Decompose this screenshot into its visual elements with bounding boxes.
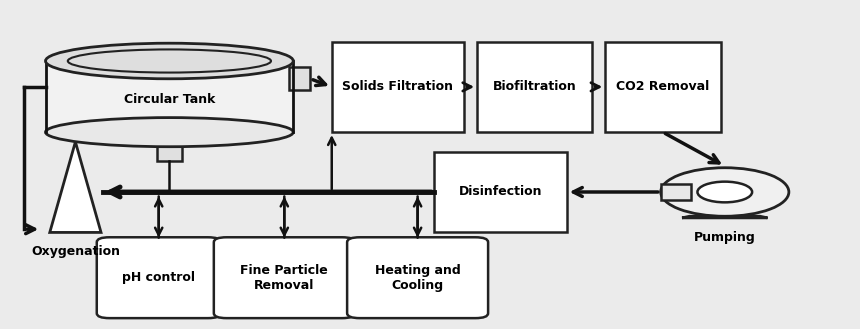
Text: CO2 Removal: CO2 Removal — [617, 80, 710, 93]
Text: Disinfection: Disinfection — [458, 186, 543, 198]
Text: pH control: pH control — [122, 271, 195, 284]
Ellipse shape — [46, 117, 293, 147]
Ellipse shape — [46, 43, 293, 79]
Bar — [477, 41, 593, 132]
Bar — [605, 41, 721, 132]
Circle shape — [660, 168, 789, 216]
Bar — [289, 67, 310, 90]
Text: Circular Tank: Circular Tank — [124, 93, 215, 106]
Text: Solids Filtration: Solids Filtration — [342, 80, 453, 93]
Polygon shape — [682, 216, 767, 218]
Bar — [46, 61, 293, 132]
Bar — [157, 132, 182, 161]
Bar — [660, 184, 691, 200]
Text: Fine Particle
Removal: Fine Particle Removal — [241, 264, 329, 292]
Bar — [434, 152, 567, 232]
Circle shape — [697, 182, 752, 202]
Polygon shape — [50, 142, 101, 232]
Text: Biofiltration: Biofiltration — [493, 80, 576, 93]
FancyBboxPatch shape — [214, 237, 355, 318]
Text: Oxygenation: Oxygenation — [31, 245, 120, 258]
Text: Pumping: Pumping — [694, 231, 756, 244]
Text: Heating and
Cooling: Heating and Cooling — [375, 264, 460, 292]
FancyBboxPatch shape — [347, 237, 488, 318]
FancyBboxPatch shape — [97, 237, 221, 318]
Bar — [332, 41, 464, 132]
